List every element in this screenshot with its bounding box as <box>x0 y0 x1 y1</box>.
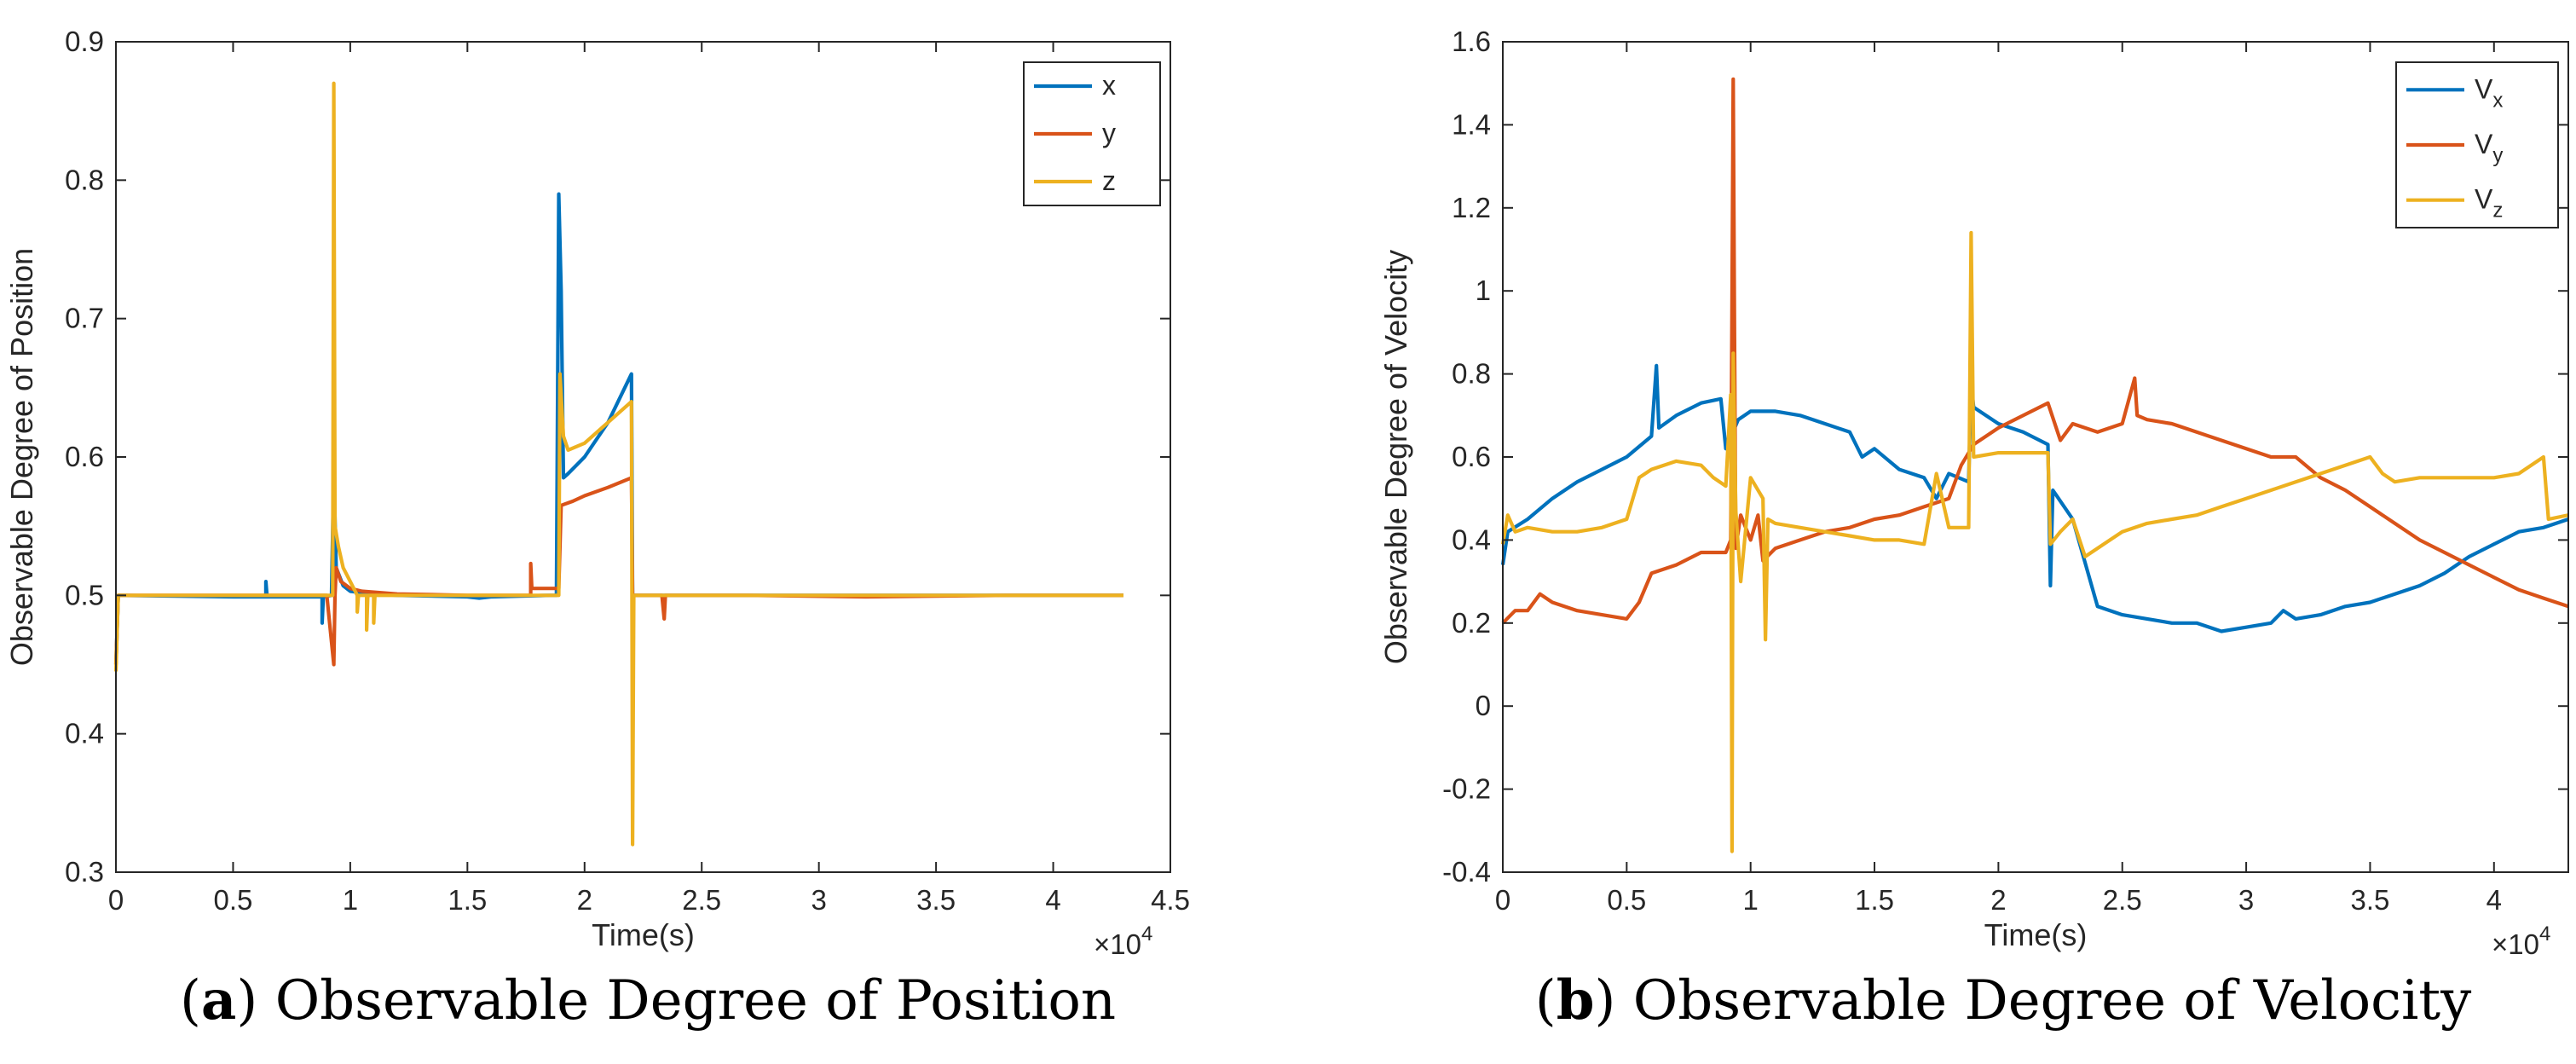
y-tick-label: 0.6 <box>65 441 104 472</box>
caption-paren-close: ) <box>236 969 274 1032</box>
x-tick-label: 4 <box>1045 884 1060 916</box>
x-tick-label: 3.5 <box>916 884 956 916</box>
x-tick-label: 3.5 <box>2351 884 2390 916</box>
axes-box <box>115 41 1171 873</box>
y-tick-label: 0.8 <box>1452 358 1491 390</box>
legend-label-vz: Vz <box>2475 184 2503 223</box>
y-tick-label: 0 <box>1476 690 1491 721</box>
series-line-vy <box>1501 77 2569 625</box>
legend-name: y <box>1102 118 1116 148</box>
x-tick-label: 4.5 <box>1151 884 1190 916</box>
legend-name: V <box>2475 184 2493 215</box>
legend-label-z: z <box>1102 165 1116 196</box>
panel-caption: (b) Observable Degree of Velocity <box>1535 969 2472 1032</box>
legend-subscript: z <box>2492 200 2503 223</box>
x-exponent-label: ×104 <box>1094 922 1152 960</box>
legend-subscript: x <box>2492 89 2503 112</box>
panel-a-position: 0 0.5 1 1.5 2 2.5 3 3.5 4 4.5 0.3 0.4 0.5 0.6 0.7 0.8 0.… <box>4 26 1190 1032</box>
x-tick-label: 1.5 <box>448 884 487 916</box>
x-tick-label: 1.5 <box>1855 884 1894 916</box>
x-exponent-power: 4 <box>2539 922 2550 945</box>
caption-letter: a <box>201 969 236 1032</box>
panel-caption: (a) Observable Degree of Position <box>180 969 1116 1032</box>
y-tick-label: 1.4 <box>1452 108 1491 140</box>
x-tick-label: 1 <box>1743 884 1759 916</box>
y-axis-label: Observable Degree of Position <box>4 248 39 666</box>
legend-label-x: x <box>1102 70 1116 101</box>
y-tick-label: 1 <box>1476 275 1491 306</box>
y-tick-label: 0.6 <box>1452 441 1491 472</box>
y-tick-label: 0.7 <box>65 303 104 334</box>
series-line-vz <box>1500 230 2569 853</box>
series-line-z <box>113 81 1123 847</box>
series-line-vx <box>1500 363 2569 633</box>
x-tick-label: 2 <box>577 884 592 916</box>
legend-name: z <box>1102 165 1116 196</box>
x-tick-label: 0.5 <box>214 884 253 916</box>
y-tick-label: 0.8 <box>65 164 104 195</box>
caption-text: Observable Degree of Velocity <box>1633 969 2472 1032</box>
x-axis-label: Time(s) <box>592 917 695 952</box>
x-tick-label: 0 <box>1495 884 1510 916</box>
y-tick-label: 1.2 <box>1452 192 1491 223</box>
y-tick-label: 0.2 <box>1452 607 1491 639</box>
x-exponent-power: 4 <box>1141 922 1152 945</box>
series-group <box>1500 77 2569 853</box>
caption-paren-close: ) <box>1594 969 1632 1032</box>
legend: xyz <box>1023 61 1161 206</box>
y-tick-label: 0.9 <box>65 26 104 57</box>
x-axis-label: Time(s) <box>1984 917 2088 952</box>
x-tick-label: 0.5 <box>1607 884 1646 916</box>
y-tick-label: 0.4 <box>1452 523 1491 555</box>
x-tick-label: 2 <box>1990 884 2006 916</box>
x-exponent-base: ×10 <box>1094 928 1141 960</box>
caption-text: Observable Degree of Position <box>275 969 1116 1032</box>
x-tick-label: 3 <box>2238 884 2254 916</box>
x-tick-label: 1 <box>343 884 358 916</box>
series-group <box>113 81 1123 847</box>
x-tick-label: 2.5 <box>682 884 721 916</box>
y-tick-label: 0.5 <box>65 579 104 610</box>
x-tick-label: 2.5 <box>2103 884 2142 916</box>
legend-name: x <box>1102 70 1116 101</box>
caption-paren-open: ( <box>1535 969 1557 1032</box>
y-tick-label: 0.3 <box>65 856 104 888</box>
x-tick-label: 4 <box>2486 884 2502 916</box>
y-axis-label: Observable Degree of Velocity <box>1378 250 1413 664</box>
y-tick-label: -0.4 <box>1442 856 1491 888</box>
caption-paren-open: ( <box>180 969 201 1032</box>
legend-label-vy: Vy <box>2475 129 2503 167</box>
panel-b-velocity: 0 0.5 1 1.5 2 2.5 3 3.5 4 -0.4 -0.2 0 0.2 0.4 0.6 0.8 1 1… <box>1378 26 2569 1032</box>
series-line-y <box>113 476 1123 667</box>
x-exponent-base: ×10 <box>2492 928 2539 960</box>
legend-subscript: y <box>2492 144 2503 167</box>
legend-name: V <box>2475 129 2493 159</box>
y-tick-label: 1.6 <box>1452 26 1491 57</box>
x-tick-label: 3 <box>811 884 826 916</box>
legend-label-vx: Vx <box>2475 73 2503 112</box>
x-exponent-label: ×104 <box>2492 922 2550 960</box>
y-tick-label: 0.4 <box>65 718 104 749</box>
legend-name: V <box>2475 73 2493 104</box>
legend-label-y: y <box>1102 118 1116 148</box>
y-tick-label: -0.2 <box>1442 773 1491 805</box>
caption-letter: b <box>1557 969 1595 1032</box>
x-tick-label: 0 <box>108 884 124 916</box>
